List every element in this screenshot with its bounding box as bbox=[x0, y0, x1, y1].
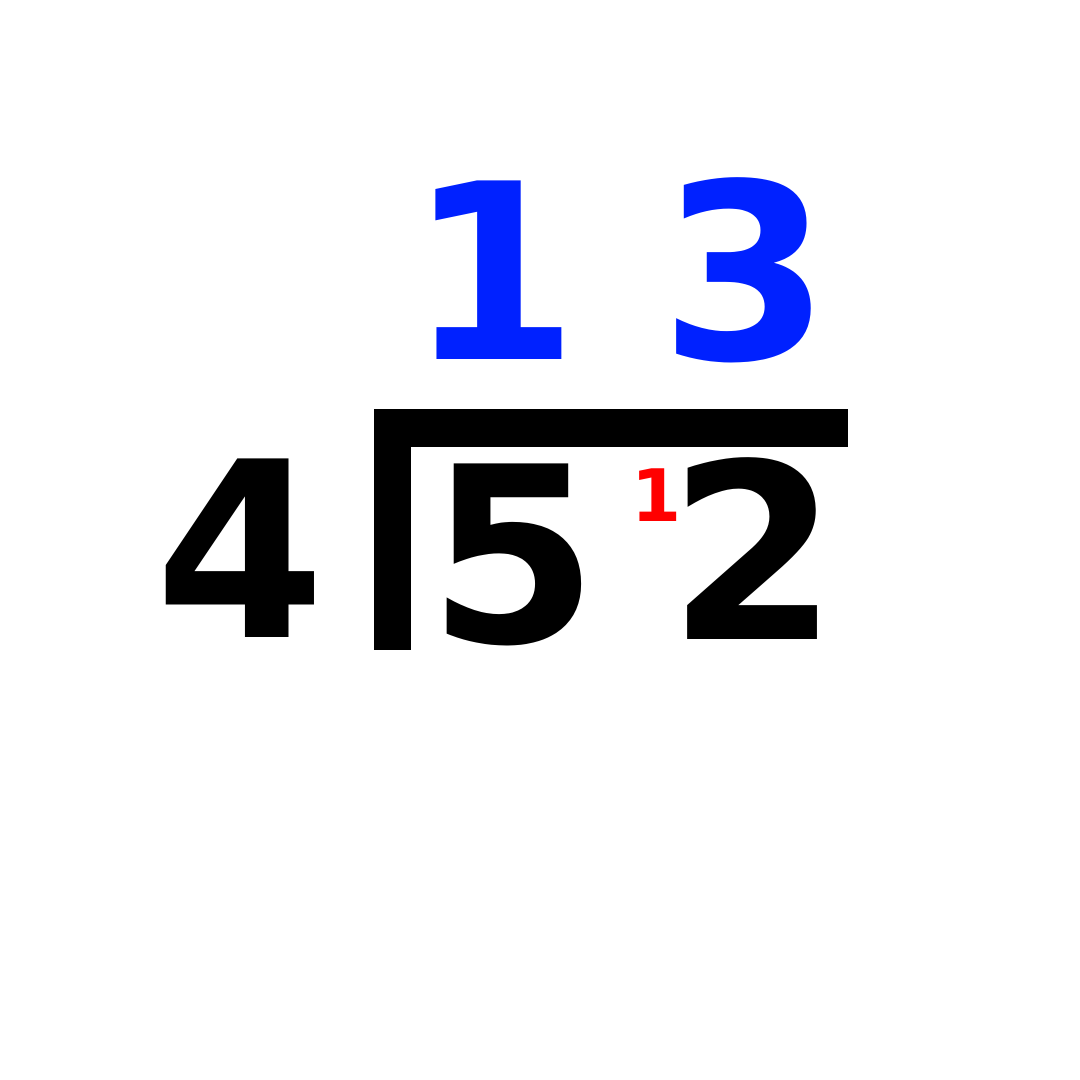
division-bracket-top bbox=[376, 409, 848, 447]
carry-digit: 1 bbox=[631, 454, 682, 538]
quotient-digit-tens: 1 bbox=[407, 132, 579, 417]
dividend-digit-ones: 2 bbox=[667, 412, 839, 697]
divisor: 4 bbox=[154, 410, 326, 695]
quotient-digit-ones: 3 bbox=[659, 132, 831, 417]
dividend-digit-tens: 5 bbox=[427, 415, 599, 700]
division-bracket-side bbox=[374, 409, 411, 650]
